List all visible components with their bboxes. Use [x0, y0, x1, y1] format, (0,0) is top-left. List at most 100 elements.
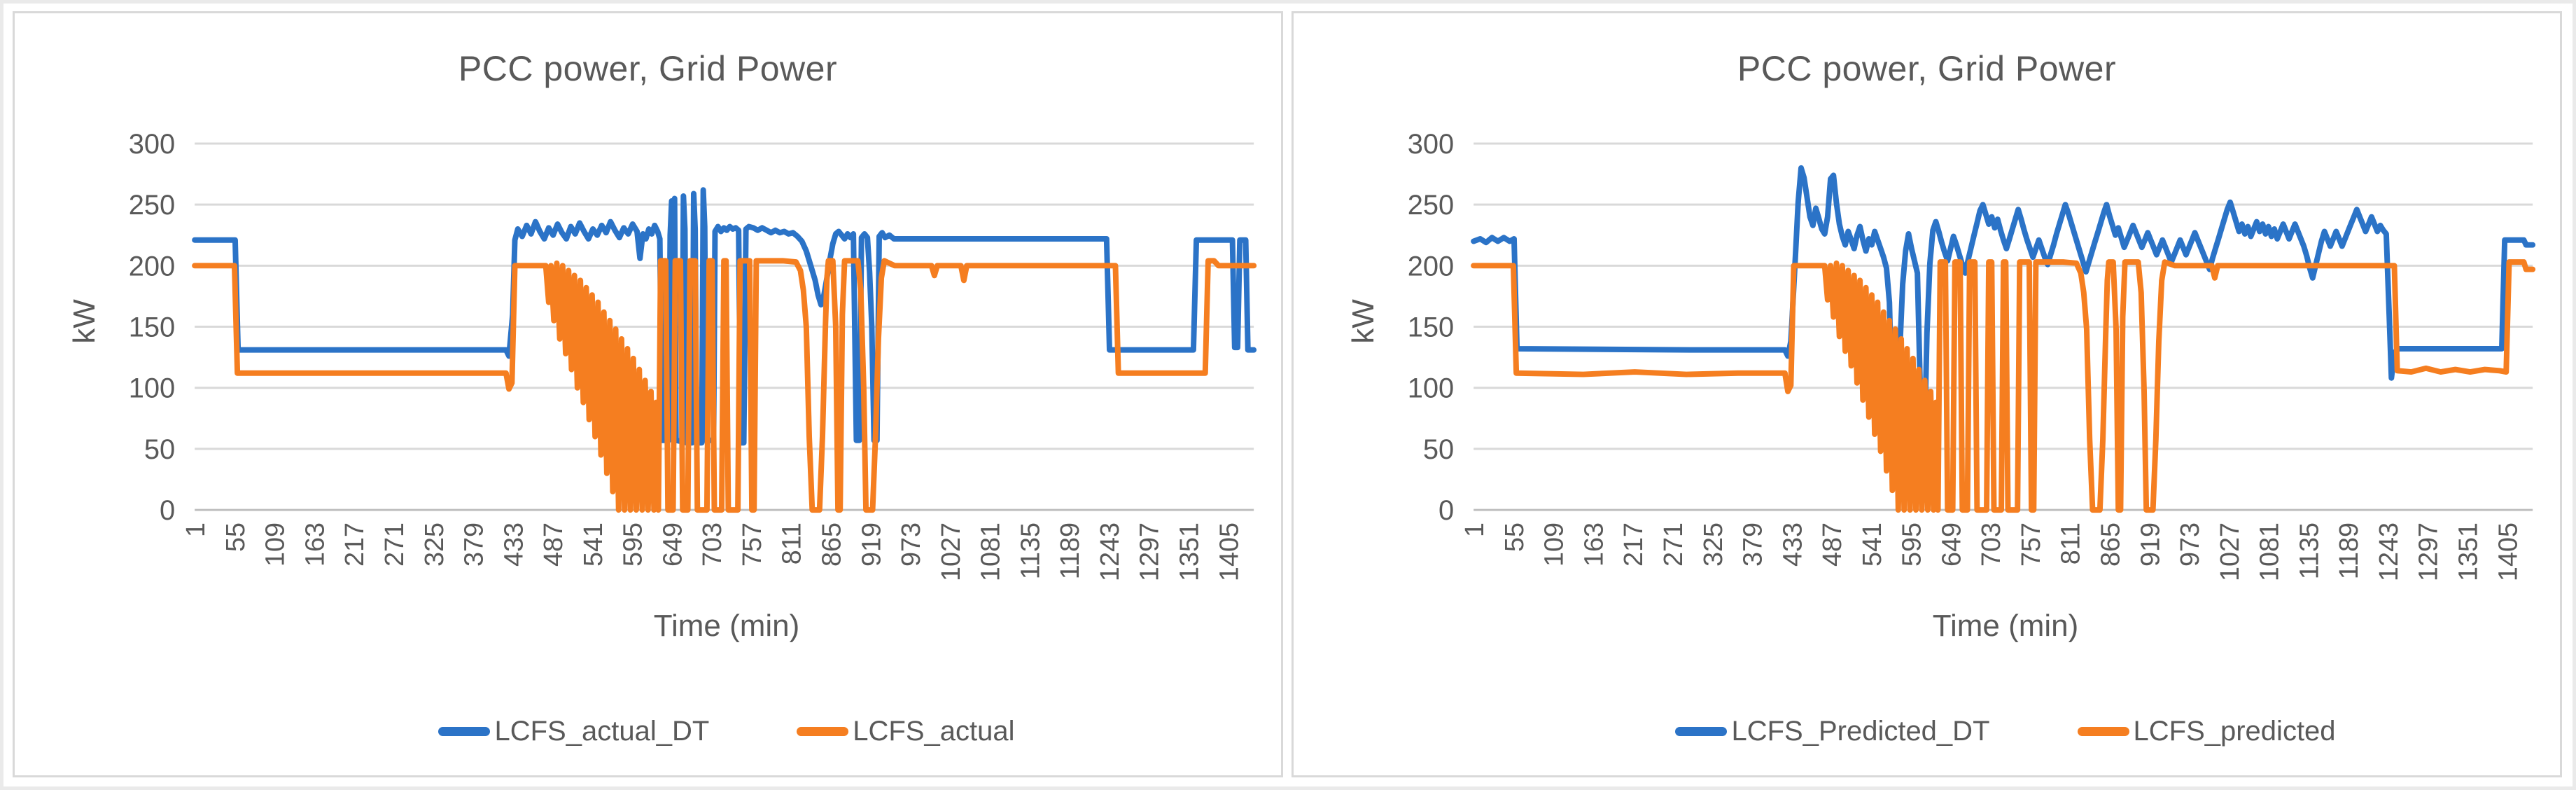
legend-label: LCFS_actual_DT — [494, 716, 710, 747]
x-axis-tick-label: 1405 — [2493, 522, 2523, 581]
series-line-LCFS_actual_DT — [192, 187, 1257, 446]
x-axis-tick-label: 1243 — [2374, 522, 2404, 581]
y-axis-title: kW — [67, 299, 102, 344]
x-axis-tick-label: 163 — [1579, 522, 1609, 567]
x-axis-tick-label: 757 — [738, 522, 767, 567]
y-axis-tick-label: 300 — [1408, 129, 1455, 160]
x-axis-tick-label: 1297 — [2414, 522, 2444, 581]
x-axis-tick-label: 433 — [1778, 522, 1807, 567]
chart-title: PCC power, Grid Power — [458, 49, 838, 88]
x-axis-tick-label: 325 — [420, 522, 449, 567]
x-axis-tick-label: 541 — [579, 522, 608, 567]
x-axis-tick-label: 217 — [340, 522, 370, 567]
x-axis-tick-label: 379 — [459, 522, 489, 567]
x-axis-tick-label: 1081 — [2255, 522, 2285, 581]
legend-line-swatch — [797, 727, 849, 736]
x-axis-tick-label: 919 — [857, 522, 886, 567]
x-axis-title: Time (min) — [1932, 609, 2079, 643]
x-axis-tick-label: 1081 — [976, 522, 1006, 581]
x-axis-tick-label: 1189 — [2334, 522, 2364, 579]
x-axis-tick-label: 487 — [1818, 522, 1847, 567]
x-axis-tick-label: 1027 — [937, 522, 966, 581]
x-axis-tick-label: 1027 — [2216, 522, 2245, 581]
y-axis-tick-label: 200 — [1408, 251, 1455, 282]
x-axis-tick-label: 325 — [1699, 522, 1728, 567]
y-axis-tick-label: 0 — [160, 495, 175, 526]
x-axis-tick-label: 1 — [181, 522, 211, 537]
legend-label: LCFS_Predicted_DT — [1731, 716, 1990, 747]
y-axis-tick-label: 100 — [129, 373, 176, 404]
x-axis-tick-label: 649 — [1937, 522, 1966, 567]
x-axis-tick-label: 433 — [499, 522, 528, 567]
y-axis-tick-label: 300 — [129, 129, 176, 160]
legend: LCFS_Predicted_DT LCFS_predicted — [1474, 716, 2537, 747]
y-axis-tick-label: 250 — [1408, 190, 1455, 221]
legend-label: LCFS_predicted — [2133, 716, 2336, 747]
x-axis-tick-label: 1243 — [1096, 522, 1125, 581]
chart-svg: 0 50 100 150 200 250 300 1 55 109 163 217 271 325 379 4… — [1408, 129, 2536, 581]
y-axis-tick-label: 50 — [1423, 434, 1454, 465]
x-axis-tick-label: 919 — [2136, 522, 2165, 567]
x-axis-tick-label: 1351 — [2454, 522, 2483, 581]
legend-item: LCFS_predicted — [2077, 716, 2336, 747]
plot-area: 0 50 100 150 200 250 300 1 55 109 163 217 271 325 379 4… — [1294, 13, 2560, 775]
legend-line-swatch — [438, 727, 491, 736]
x-axis-tick-label: 703 — [1977, 522, 2006, 567]
x-axis-tick-label: 865 — [2096, 522, 2125, 567]
x-axis-tick-label: 973 — [897, 522, 926, 567]
y-axis-tick-label: 200 — [129, 251, 176, 282]
x-axis-tick-label: 379 — [1738, 522, 1768, 567]
x-axis-tick-label: 649 — [658, 522, 687, 567]
x-axis-title: Time (min) — [653, 609, 800, 643]
x-axis-tick-label: 271 — [1659, 522, 1688, 567]
x-axis-tick-label: 595 — [619, 522, 648, 567]
series-line-LCFS_actual — [192, 258, 1257, 513]
y-axis-tick-label: 150 — [1408, 312, 1455, 342]
x-axis-tick-label: 163 — [300, 522, 330, 567]
chart-svg: 0 50 100 150 200 250 300 1 55 109 163 217 271 325 379 4… — [129, 129, 1257, 581]
x-axis-tick-label: 811 — [2057, 522, 2086, 564]
x-axis-tick-label: 1351 — [1175, 522, 1204, 581]
y-axis-tick-label: 150 — [129, 312, 176, 342]
y-axis-tick-label: 250 — [129, 190, 176, 221]
legend-line-swatch — [1675, 727, 1728, 736]
series-line-LCFS_predicted — [1471, 259, 2536, 513]
x-axis-tick-label: 865 — [817, 522, 846, 567]
y-axis-title: kW — [1346, 299, 1380, 344]
x-axis-tick-label: 109 — [261, 522, 290, 567]
legend-item: LCFS_Predicted_DT — [1675, 716, 1990, 747]
y-axis-tick-labels: 0 50 100 150 200 250 300 — [129, 129, 176, 526]
legend-label: LCFS_actual — [853, 716, 1015, 747]
y-axis-tick-labels: 0 50 100 150 200 250 300 — [1408, 129, 1455, 526]
x-axis-tick-label: 109 — [1540, 522, 1569, 567]
x-axis-tick-label: 757 — [2017, 522, 2046, 567]
chart-title: PCC power, Grid Power — [1737, 49, 2117, 88]
x-axis-tick-label: 1 — [1460, 522, 1490, 537]
x-axis-tick-label: 1189 — [1056, 522, 1085, 579]
x-axis-tick-label: 217 — [1619, 522, 1648, 567]
x-axis-tick-label: 1297 — [1135, 522, 1165, 581]
x-axis-tick-labels: 1 55 109 163 217 271 325 379 433 487 541 595 649 703 7… — [181, 522, 1244, 581]
x-axis-tick-label: 973 — [2176, 522, 2205, 567]
legend-item: LCFS_actual_DT — [438, 716, 709, 747]
x-axis-tick-label: 1135 — [2295, 522, 2324, 579]
chart-panel-predicted: PCC power, Grid Power 0 50 100 150 200 250 300… — [1292, 11, 2562, 777]
x-axis-tick-label: 595 — [1898, 522, 1927, 567]
legend-line-swatch — [2077, 727, 2129, 736]
x-axis-tick-labels: 1 55 109 163 217 271 325 379 433 487 541 595 649 703 7… — [1460, 522, 2523, 581]
legend: LCFS_actual_DT LCFS_actual — [195, 716, 1258, 747]
x-axis-tick-label: 487 — [539, 522, 568, 567]
x-axis-tick-label: 271 — [380, 522, 410, 567]
legend-item: LCFS_actual — [797, 716, 1015, 747]
x-axis-tick-label: 1405 — [1214, 522, 1244, 581]
chart-panel-actual: PCC power, Grid Power 0 50 100 150 200 250 300… — [13, 11, 1283, 777]
plot-area: 0 50 100 150 200 250 300 1 55 109 163 217 271 325 379 4… — [15, 13, 1281, 775]
x-axis-tick-label: 703 — [698, 522, 727, 567]
x-axis-tick-label: 811 — [778, 522, 807, 564]
x-axis-tick-label: 55 — [221, 522, 251, 552]
y-axis-tick-label: 0 — [1438, 495, 1454, 526]
y-axis-tick-label: 50 — [144, 434, 175, 465]
x-axis-tick-label: 55 — [1500, 522, 1530, 552]
x-axis-tick-label: 541 — [1858, 522, 1887, 567]
y-axis-tick-label: 100 — [1408, 373, 1455, 404]
